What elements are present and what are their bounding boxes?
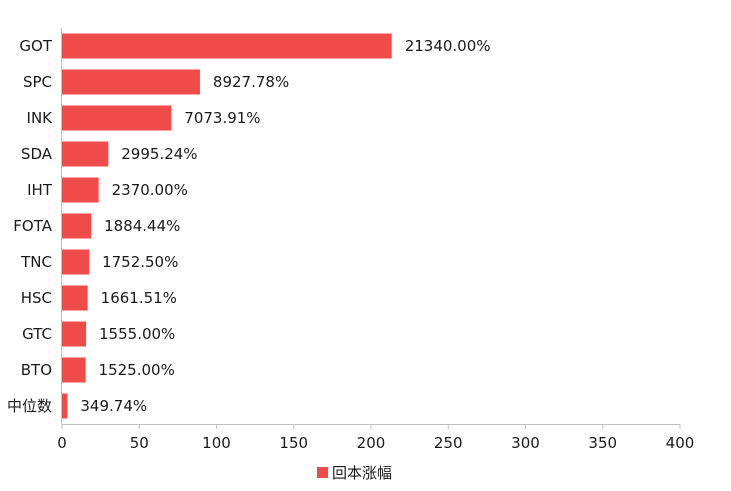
category-label: SDA [21, 145, 53, 163]
bar-GTC [62, 321, 87, 347]
category-label: 中位数 [7, 397, 52, 415]
value-label: 2370.00% [112, 181, 188, 199]
category-labels: GOT SPC INK SDA IHT FOTA TNC HSC GTC BTO 中位数 [7, 37, 53, 415]
bar-SPC [62, 69, 200, 95]
x-tick-label: 300 [511, 434, 540, 452]
value-label: 1525.00% [99, 361, 175, 379]
x-tick-label: 250 [434, 434, 463, 452]
value-label: 1661.51% [101, 289, 177, 307]
bars-group [62, 33, 392, 419]
x-tick-label: 400 [666, 434, 695, 452]
bar-INK [62, 105, 172, 131]
value-label: 1752.50% [102, 253, 178, 271]
category-label: GOT [19, 37, 52, 55]
bar-FOTA [62, 213, 92, 239]
category-label: HSC [21, 289, 52, 307]
value-label: 1884.44% [104, 217, 180, 235]
value-label: 8927.78% [213, 73, 289, 91]
category-label: BTO [21, 361, 52, 379]
bar-中位数 [62, 393, 68, 419]
category-label: TNC [20, 253, 52, 271]
legend: 回本涨幅 [317, 464, 392, 482]
bar-SDA [62, 141, 109, 167]
x-tick-label: 100 [202, 434, 231, 452]
category-label: INK [27, 109, 54, 127]
category-label: FOTA [13, 217, 52, 235]
value-label: 2995.24% [121, 145, 197, 163]
x-tick-label: 0 [57, 434, 67, 452]
legend-label: 回本涨幅 [332, 464, 392, 482]
value-label: 1555.00% [99, 325, 175, 343]
bar-TNC [62, 249, 90, 275]
x-tick-label: 200 [357, 434, 386, 452]
x-tick-label: 150 [279, 434, 308, 452]
x-tick-labels: 0 50 100 150 200 250 300 350 400 [57, 424, 694, 452]
value-label: 21340.00% [405, 37, 491, 55]
x-tick-label: 50 [130, 434, 149, 452]
legend-swatch [317, 467, 328, 478]
bar-GOT [62, 33, 392, 59]
category-label: SPC [23, 73, 52, 91]
value-label: 7073.91% [184, 109, 260, 127]
bar-IHT [62, 177, 99, 203]
x-tick-label: 350 [588, 434, 617, 452]
value-label: 349.74% [80, 397, 147, 415]
category-label: IHT [27, 181, 53, 199]
value-labels: 21340.00% 8927.78% 7073.91% 2995.24% 2370.00… [80, 37, 490, 415]
bar-HSC [62, 285, 88, 311]
bar-BTO [62, 357, 86, 383]
category-label: GTC [22, 325, 52, 343]
